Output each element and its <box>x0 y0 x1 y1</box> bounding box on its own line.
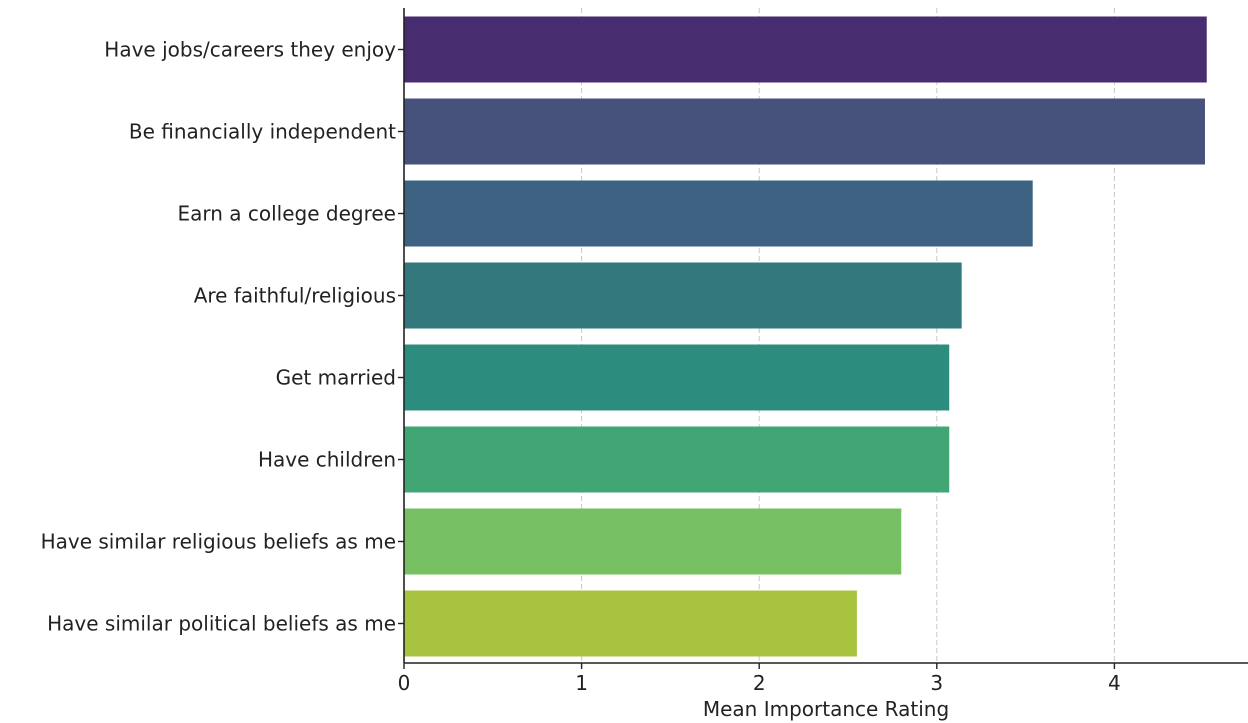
bar <box>404 344 950 411</box>
category-label: Be financially independent <box>129 120 396 144</box>
bar <box>404 16 1207 83</box>
bar <box>404 426 950 493</box>
axes <box>403 8 1248 664</box>
x-axis-label: Mean Importance Rating <box>703 697 949 721</box>
x-ticks: 0 1 2 3 4 <box>398 663 1121 695</box>
category-label: Have children <box>258 448 396 472</box>
category-label: Have similar political beliefs as me <box>47 612 396 636</box>
x-tick-label: 1 <box>575 671 588 695</box>
category-label: Are faithful/religious <box>194 284 396 308</box>
bar <box>404 508 902 575</box>
x-tick-label: 4 <box>1108 671 1121 695</box>
x-tick-label: 2 <box>753 671 766 695</box>
x-tick-label: 0 <box>398 671 411 695</box>
bar <box>404 262 962 329</box>
bar <box>404 590 857 657</box>
bar <box>404 180 1033 247</box>
category-label: Have similar religious beliefs as me <box>41 530 396 554</box>
category-label: Have jobs/careers they enjoy <box>104 38 396 62</box>
bars <box>404 16 1207 657</box>
category-labels: Have jobs/careers they enjoy Be financial… <box>41 38 404 636</box>
x-tick-label: 3 <box>930 671 943 695</box>
bar <box>404 98 1205 165</box>
category-label: Earn a college degree <box>177 202 396 226</box>
category-label: Get married <box>276 366 396 390</box>
